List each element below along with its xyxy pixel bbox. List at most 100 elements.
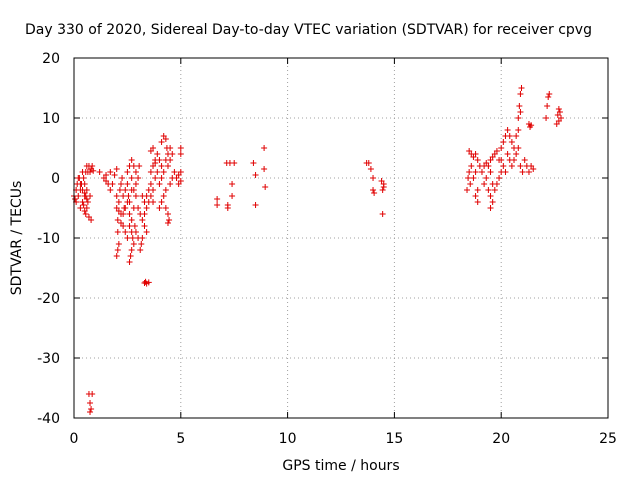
data-point — [367, 166, 374, 172]
data-point — [516, 103, 523, 109]
data-point — [90, 167, 97, 174]
data-point — [141, 211, 148, 217]
data-point — [88, 217, 95, 223]
data-point — [214, 202, 221, 208]
x-tick-label: 25 — [599, 431, 617, 447]
data-point — [107, 187, 114, 193]
data-point — [472, 151, 479, 157]
data-point — [136, 163, 143, 169]
data-point — [504, 151, 511, 157]
data-point — [513, 133, 520, 139]
data-point — [493, 181, 500, 187]
data-point — [125, 193, 132, 199]
data-point — [365, 160, 372, 166]
data-point — [468, 163, 475, 169]
data-point — [177, 151, 184, 157]
data-point — [554, 112, 561, 118]
data-point — [130, 187, 137, 193]
data-point — [544, 103, 551, 109]
data-point — [166, 217, 173, 223]
grid-lines — [74, 58, 608, 418]
data-point — [156, 205, 163, 211]
data-point — [158, 175, 165, 181]
data-point — [152, 175, 159, 181]
x-tick-labels: 0 5 10 15 20 25 — [70, 431, 617, 447]
data-point — [132, 193, 139, 199]
data-point — [135, 175, 142, 181]
data-point — [109, 181, 116, 187]
data-point — [117, 220, 124, 226]
data-point — [506, 133, 513, 139]
data-point — [511, 157, 518, 163]
data-point — [150, 187, 157, 193]
data-point — [229, 181, 236, 187]
data-point — [96, 169, 103, 175]
y-tick-label: 20 — [42, 51, 60, 67]
data-point — [147, 169, 154, 175]
data-point — [75, 193, 82, 199]
data-point — [370, 175, 377, 181]
chart-title: Day 330 of 2020, Sidereal Day-to-day VTE… — [25, 22, 592, 38]
data-point — [485, 187, 492, 193]
data-point — [162, 205, 169, 211]
data-point — [380, 184, 387, 190]
data-point — [558, 115, 565, 121]
data-point — [147, 181, 154, 187]
data-point — [117, 181, 124, 187]
data-point — [485, 163, 492, 169]
data-point — [508, 163, 515, 169]
data-point — [530, 166, 537, 172]
data-point — [103, 172, 110, 178]
data-point — [521, 157, 528, 163]
data-point — [82, 211, 89, 217]
data-point — [127, 253, 134, 259]
data-point — [252, 202, 259, 208]
data-point — [126, 259, 133, 265]
data-point — [500, 139, 507, 145]
data-point — [262, 184, 269, 190]
data-point — [114, 217, 121, 223]
data-point — [113, 193, 120, 199]
data-point — [87, 193, 94, 199]
data-point — [124, 181, 131, 187]
data-point — [87, 169, 94, 175]
data-point — [150, 199, 157, 205]
data-point — [491, 187, 498, 193]
data-point — [528, 122, 535, 129]
data-point — [498, 157, 505, 163]
data-point — [371, 190, 378, 196]
data-point — [124, 235, 131, 241]
data-point — [89, 163, 96, 169]
data-point — [147, 193, 154, 199]
y-tick-label: 0 — [51, 171, 60, 187]
data-point — [162, 187, 169, 193]
data-point — [116, 187, 123, 193]
x-tick-label: 10 — [279, 431, 297, 447]
data-point — [87, 400, 94, 406]
data-point — [517, 109, 524, 115]
data-point — [130, 241, 137, 247]
data-point — [496, 175, 503, 181]
data-point — [122, 229, 129, 235]
data-point — [164, 211, 171, 217]
data-point — [122, 205, 129, 211]
data-point — [111, 172, 118, 178]
x-tick-label: 0 — [70, 431, 79, 447]
data-point — [474, 157, 481, 163]
data-point — [154, 151, 161, 157]
data-point — [164, 163, 171, 169]
data-point — [478, 169, 485, 175]
data-point — [132, 181, 139, 187]
data-point — [160, 193, 167, 199]
data-point — [167, 181, 174, 187]
data-point — [466, 169, 473, 175]
data-point — [141, 199, 148, 205]
data-point — [252, 172, 259, 178]
data-point — [131, 223, 138, 229]
data-point — [483, 175, 490, 181]
data-point — [75, 175, 82, 181]
data-point — [124, 169, 131, 175]
data-point — [154, 169, 161, 175]
data-point — [546, 91, 553, 97]
x-tick-label: 20 — [492, 431, 510, 447]
